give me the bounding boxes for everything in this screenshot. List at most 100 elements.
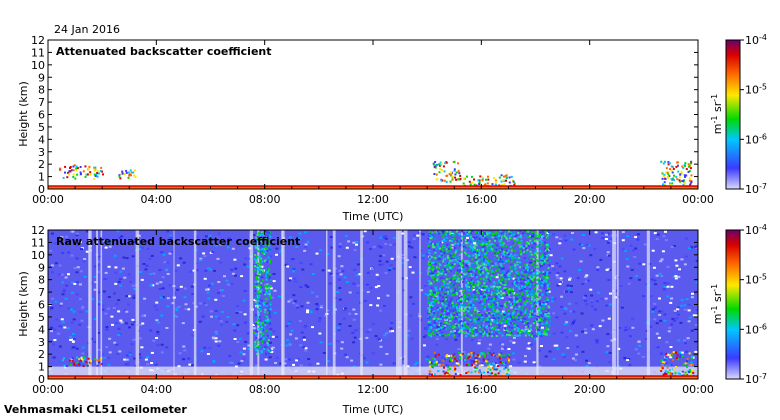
- noise-speck: [587, 362, 591, 365]
- noise-speck: [265, 231, 269, 234]
- noise-speck: [145, 264, 149, 267]
- feature-cell: [535, 317, 538, 320]
- noise-speck: [366, 330, 370, 333]
- feature-cell: [435, 285, 438, 288]
- feature-cell: [509, 303, 512, 305]
- feature-cell: [470, 334, 473, 337]
- feature-cell: [545, 257, 548, 260]
- feature-cell: [263, 260, 266, 263]
- noise-speck: [187, 357, 191, 360]
- noise-speck: [591, 328, 595, 331]
- noise-speck: [272, 330, 276, 333]
- feature-cell: [535, 293, 538, 296]
- noise-speck: [220, 310, 224, 313]
- feature-cell: [472, 327, 475, 330]
- feature-cell: [538, 297, 541, 300]
- feature-cell: [453, 242, 456, 245]
- feature-cell: [474, 256, 477, 259]
- feature-cell: [524, 267, 527, 270]
- noise-speck: [544, 256, 548, 259]
- noise-speck: [563, 234, 567, 237]
- feature-cell: [489, 236, 492, 239]
- noise-speck: [279, 250, 282, 253]
- feature-cell: [461, 273, 464, 276]
- feature-cell: [436, 266, 438, 269]
- noise-speck: [57, 273, 61, 276]
- feature-cell: [548, 278, 551, 280]
- noise-speck: [303, 338, 306, 341]
- feature-cell: [515, 317, 518, 320]
- feature-cell: [547, 244, 549, 247]
- feature-cell: [459, 374, 462, 377]
- noise-speck: [329, 236, 333, 238]
- feature-cell: [535, 302, 538, 305]
- feature-cell: [476, 260, 479, 263]
- noise-speck: [529, 261, 533, 264]
- feature-cell: [485, 291, 488, 294]
- noise-speck: [607, 279, 611, 281]
- feature-cell: [447, 369, 450, 372]
- noise-speck: [547, 290, 551, 293]
- feature-cell: [501, 361, 504, 363]
- feature-cell: [468, 301, 471, 304]
- feature-cell: [472, 267, 475, 270]
- noise-speck: [478, 339, 482, 341]
- feature-cell: [685, 168, 688, 171]
- feature-cell: [538, 319, 541, 322]
- feature-cell: [675, 165, 678, 168]
- feature-cell: [258, 234, 260, 237]
- noise-speck: [184, 303, 188, 306]
- feature-cell: [475, 276, 478, 279]
- noise-speck: [195, 236, 199, 239]
- feature-cell: [491, 248, 494, 251]
- noise-speck: [252, 323, 255, 326]
- feature-cell: [500, 295, 503, 298]
- feature-cell: [513, 328, 516, 331]
- feature-cell: [265, 285, 268, 287]
- feature-cell: [548, 287, 551, 290]
- feature-cell: [485, 251, 488, 254]
- feature-cell: [269, 259, 272, 262]
- feature-cell: [478, 326, 481, 328]
- feature-cell: [487, 263, 489, 266]
- feature-cell: [450, 298, 453, 301]
- feature-cell: [445, 286, 448, 289]
- feature-cell: [79, 166, 82, 168]
- feature-cell: [539, 296, 542, 299]
- feature-cell: [515, 304, 518, 306]
- feature-cell: [484, 319, 487, 322]
- noise-speck: [285, 325, 289, 328]
- noise-speck: [601, 319, 605, 322]
- noise-speck: [116, 230, 120, 233]
- noise-speck: [127, 295, 131, 298]
- noise-speck: [214, 330, 218, 333]
- feature-cell: [676, 354, 679, 357]
- feature-cell: [544, 241, 546, 244]
- noise-speck: [487, 278, 491, 281]
- feature-cell: [471, 281, 474, 284]
- noise-speck: [102, 290, 106, 293]
- feature-cell: [496, 302, 499, 304]
- feature-cell: [545, 293, 548, 296]
- feature-cell: [437, 274, 440, 277]
- noise-speck: [97, 303, 101, 306]
- feature-cell: [464, 308, 467, 311]
- noise-speck: [377, 245, 381, 248]
- feature-cell: [538, 311, 541, 314]
- noise-speck: [133, 241, 137, 244]
- feature-cell: [527, 266, 530, 269]
- noise-speck: [537, 349, 541, 352]
- noise-speck: [107, 356, 111, 359]
- noise-speck: [345, 281, 349, 284]
- panel-bottom: Raw attenuated backscatter coefficient 0…: [17, 224, 714, 416]
- feature-cell: [508, 300, 511, 303]
- noise-speck: [128, 353, 132, 356]
- feature-cell: [525, 273, 528, 276]
- feature-cell: [525, 230, 528, 233]
- noise-speck: [117, 280, 121, 283]
- feature-cell: [427, 331, 430, 334]
- feature-cell: [436, 317, 439, 320]
- feature-cell: [518, 305, 521, 308]
- noise-speck: [449, 309, 453, 312]
- feature-cell: [471, 258, 474, 261]
